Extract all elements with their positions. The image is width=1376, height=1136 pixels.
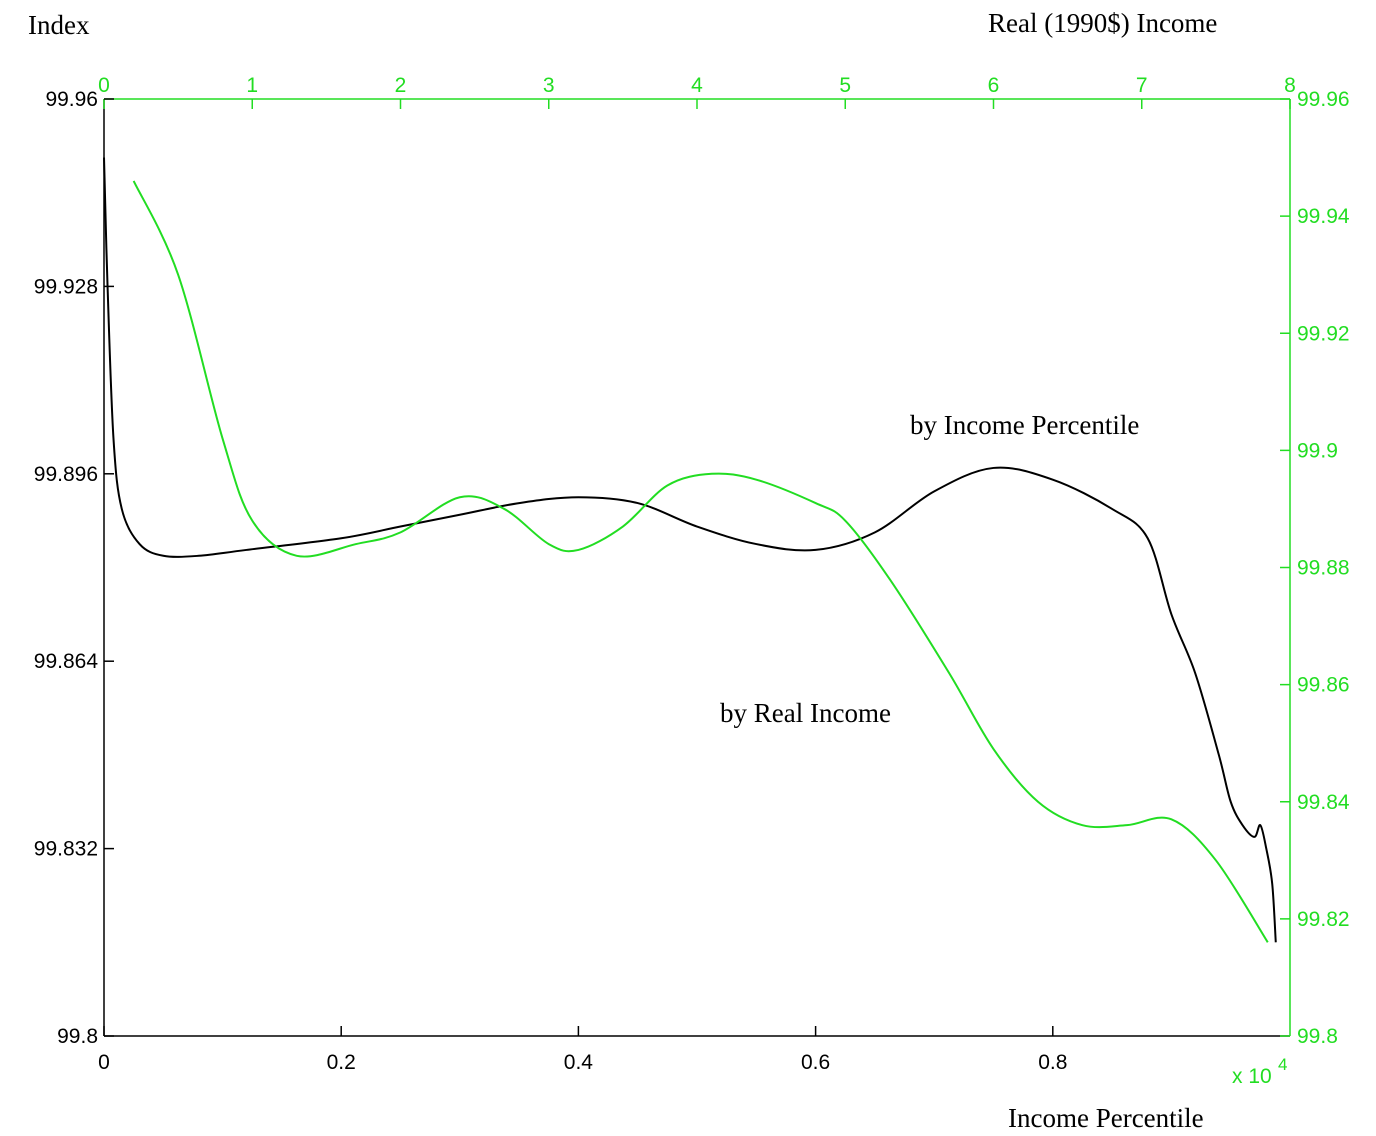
- y-tick-label-0: 99.8: [57, 1025, 98, 1048]
- x-tick-label-0: 0: [98, 1051, 110, 1074]
- y2-tick-label-6: 99.92: [1297, 322, 1350, 345]
- tick-labels: 0 0.2 0.4 0.6 0.80 1 2 3 4 5 6 7 899.899.83299.86499…: [34, 74, 1350, 1074]
- y2-tick-label-3: 99.86: [1297, 674, 1350, 697]
- y2-tick-label-4: 99.88: [1297, 557, 1350, 580]
- y2-tick-label-8: 99.96: [1297, 88, 1350, 111]
- y2-tick-label-0: 99.8: [1297, 1025, 1338, 1048]
- y2-tick-label-7: 99.94: [1297, 205, 1350, 228]
- x-axis-label: Income Percentile: [1008, 1103, 1204, 1133]
- x2-tick-label-6: 6: [988, 74, 1000, 97]
- x2-tick-label-8: 8: [1284, 74, 1296, 97]
- x2-tick-label-3: 3: [543, 74, 555, 97]
- annotation-by-income-percentile: by Income Percentile: [910, 410, 1139, 440]
- x-exponent-label: x 10: [1232, 1065, 1272, 1088]
- x2-tick-label-7: 7: [1136, 74, 1148, 97]
- x2-tick-label-2: 2: [395, 74, 407, 97]
- axes: [103, 98, 1291, 1037]
- y-tick-label-3: 99.896: [34, 463, 98, 486]
- x-tick-label-1: 0.2: [327, 1051, 356, 1074]
- y2-tick-label-1: 99.82: [1297, 908, 1350, 931]
- x2-tick-label-0: 0: [98, 74, 110, 97]
- x2-tick-label-5: 5: [839, 74, 851, 97]
- x2-tick-label-1: 1: [246, 74, 258, 97]
- y-tick-label-5: 99.96: [45, 88, 98, 111]
- y2-tick-label-2: 99.84: [1297, 791, 1350, 814]
- y2-tick-label-5: 99.9: [1297, 439, 1338, 462]
- y-tick-label-1: 99.832: [34, 838, 98, 861]
- top-axis-label: Real (1990$) Income: [988, 8, 1217, 38]
- y-tick-label-4: 99.928: [34, 275, 98, 298]
- x-tick-label-3: 0.6: [801, 1051, 830, 1074]
- series-line-real_income: [132, 180, 1269, 943]
- x-tick-label-2: 0.4: [564, 1051, 594, 1074]
- x-tick-label-4: 0.8: [1038, 1051, 1067, 1074]
- series-lines: [103, 157, 1277, 943]
- y-tick-label-2: 99.864: [34, 650, 99, 673]
- annotation-by-real-income: by Real Income: [720, 698, 891, 728]
- series-line-percentile: [103, 157, 1277, 943]
- y-axis-label: Index: [28, 10, 90, 40]
- x2-tick-label-4: 4: [691, 74, 703, 97]
- x-exponent-power: 4: [1278, 1055, 1287, 1074]
